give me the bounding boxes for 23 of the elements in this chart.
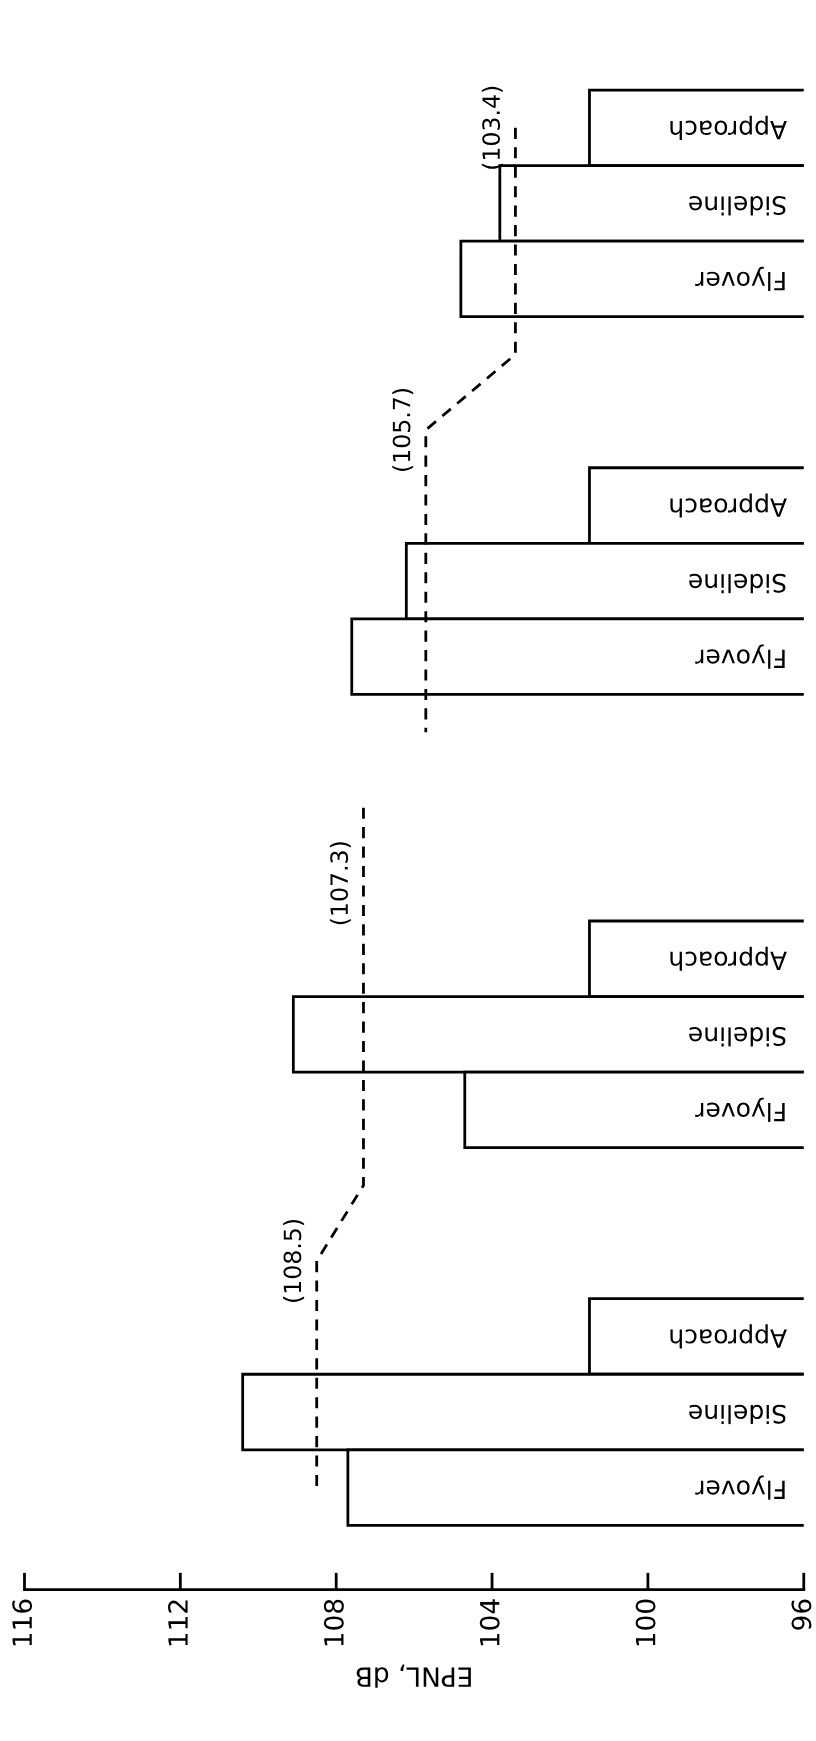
y-tick-label: Approach	[670, 1324, 787, 1349]
data-label: (105.7)	[392, 388, 414, 471]
x-tick-label: 100	[635, 1599, 656, 1646]
x-tick-label: 112	[168, 1600, 188, 1646]
y-tick-label: Sideline	[689, 196, 786, 216]
y-tick-label: Sideline	[689, 1404, 786, 1425]
y-tick-label: Flyover	[695, 1097, 785, 1122]
y-tick-label: Approach	[670, 493, 787, 518]
y-tick-label: Flyover	[695, 266, 785, 291]
y-tick-label: Sideline	[689, 573, 786, 594]
x-tick-label: 104	[479, 1599, 500, 1646]
y-tick-label: Approach	[670, 946, 787, 971]
x-tick-label: 116	[12, 1599, 33, 1646]
data-label: (103.4)	[481, 86, 503, 169]
x-axis-title: EPNL, dB	[356, 1664, 471, 1688]
data-label: (107.3)	[329, 842, 351, 925]
y-tick-label: Flyover	[695, 644, 785, 669]
y-tick-label: Sideline	[689, 1027, 786, 1047]
data-label: (108.5)	[283, 1219, 305, 1302]
x-tick-label: 96	[791, 1599, 812, 1630]
y-tick-label: Approach	[670, 115, 787, 140]
x-tick-label: 108	[323, 1599, 344, 1646]
y-tick-label: Flyover	[695, 1475, 785, 1500]
